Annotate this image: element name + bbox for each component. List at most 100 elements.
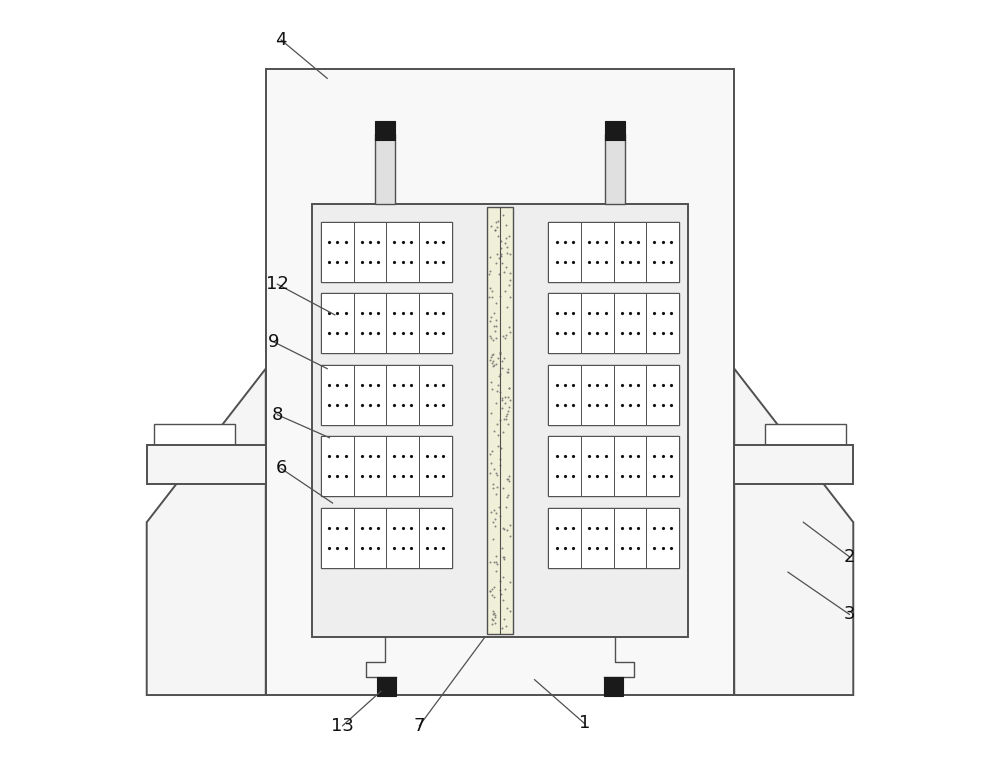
Point	[495, 425, 511, 438]
Point	[489, 385, 505, 397]
Point	[485, 482, 501, 494]
Point	[495, 521, 511, 534]
Point	[499, 473, 515, 485]
Bar	[614, 293, 646, 353]
Point	[488, 333, 504, 345]
Bar	[548, 508, 581, 568]
Point	[487, 512, 503, 525]
Point	[498, 260, 514, 273]
Bar	[548, 436, 581, 496]
Point	[501, 401, 517, 413]
Point	[488, 313, 504, 326]
Point	[486, 462, 502, 475]
Point	[502, 326, 518, 338]
Bar	[605, 121, 625, 140]
Bar	[354, 222, 386, 282]
Point	[497, 583, 513, 595]
Point	[490, 230, 506, 242]
Point	[486, 581, 502, 594]
Bar	[354, 436, 386, 496]
Point	[482, 251, 498, 263]
Point	[487, 520, 503, 532]
Point	[485, 478, 501, 490]
Bar	[386, 293, 419, 353]
Point	[482, 584, 498, 597]
Point	[494, 355, 510, 367]
Point	[486, 504, 502, 516]
Point	[498, 219, 514, 231]
Text: 7: 7	[414, 717, 425, 735]
Point	[485, 604, 501, 617]
Bar	[646, 436, 679, 496]
Point	[492, 348, 508, 360]
Point	[486, 306, 502, 319]
Point	[482, 265, 498, 277]
Point	[502, 519, 518, 531]
Point	[496, 413, 512, 425]
Point	[492, 452, 508, 465]
Bar	[548, 508, 679, 568]
Bar	[548, 293, 581, 353]
Point	[493, 442, 509, 455]
Text: 13: 13	[331, 717, 354, 735]
Point	[490, 379, 506, 391]
Point	[493, 235, 509, 247]
Bar	[548, 436, 679, 496]
Point	[501, 382, 517, 394]
Text: 4: 4	[275, 31, 287, 49]
Point	[499, 366, 515, 378]
Point	[489, 220, 505, 233]
Point	[498, 232, 514, 244]
Point	[494, 257, 510, 269]
Point	[481, 291, 497, 303]
Bar	[581, 508, 614, 568]
Point	[501, 321, 517, 333]
Polygon shape	[147, 369, 266, 695]
Point	[490, 440, 506, 452]
Point	[485, 334, 501, 346]
Bar	[321, 436, 354, 496]
Point	[487, 325, 503, 337]
Bar	[377, 677, 396, 696]
Point	[495, 329, 511, 342]
Point	[488, 319, 504, 332]
Point	[488, 488, 504, 500]
Point	[501, 230, 517, 243]
Point	[496, 266, 512, 278]
Point	[502, 291, 518, 303]
Text: 12: 12	[266, 275, 289, 293]
Point	[493, 248, 509, 260]
Point	[488, 397, 504, 409]
Bar	[548, 222, 679, 282]
Bar	[581, 365, 614, 425]
Point	[487, 611, 503, 623]
Bar	[614, 365, 646, 425]
Point	[502, 576, 518, 588]
Point	[496, 551, 512, 564]
Point	[492, 459, 508, 472]
Point	[492, 346, 508, 358]
Text: 6: 6	[275, 459, 287, 478]
Bar	[487, 207, 513, 634]
Bar	[419, 365, 452, 425]
Bar	[581, 222, 614, 282]
Bar	[604, 677, 623, 696]
Bar	[321, 222, 354, 282]
Point	[497, 237, 513, 249]
Point	[484, 285, 500, 297]
Point	[497, 396, 513, 409]
Point	[497, 284, 513, 296]
Point	[498, 620, 514, 632]
Point	[500, 366, 516, 379]
Point	[484, 349, 500, 361]
Text: 9: 9	[268, 333, 279, 351]
Point	[482, 584, 498, 597]
Point	[482, 353, 498, 366]
Point	[500, 488, 516, 501]
Point	[489, 558, 505, 571]
Point	[484, 588, 500, 601]
Point	[481, 267, 497, 280]
Point	[482, 556, 498, 568]
Point	[494, 621, 510, 634]
Bar	[321, 436, 452, 496]
